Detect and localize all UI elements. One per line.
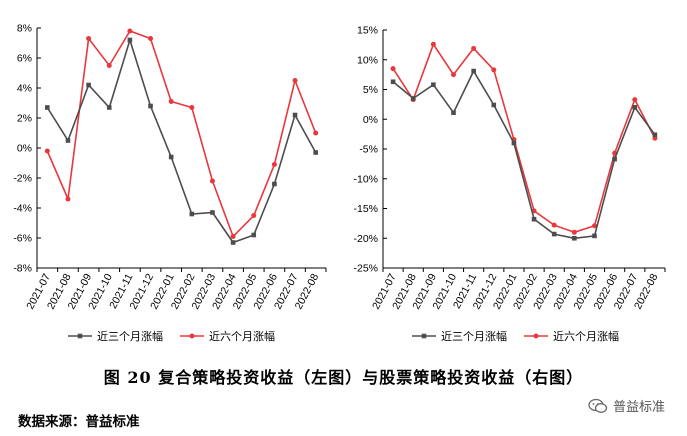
data-point <box>251 232 257 238</box>
right-chart-stock-strategy: 15%10%5%0%-5%-10%-15%-20%-25%2021-072021… <box>353 25 666 343</box>
data-point <box>271 162 277 167</box>
data-point <box>551 222 557 228</box>
legend-label: 近三个月涨幅 <box>441 330 507 343</box>
legend: 近三个月涨幅 近六个月涨幅 <box>68 330 275 343</box>
data-point <box>148 103 153 109</box>
data-point <box>168 154 174 160</box>
y-tick-label: 5% <box>363 84 378 96</box>
data-point <box>65 138 71 143</box>
data-point <box>491 67 497 73</box>
y-tick-label: 6% <box>17 53 32 65</box>
data-point <box>390 66 396 72</box>
data-point <box>189 211 195 217</box>
data-point <box>230 240 236 245</box>
y-tick-label: 2% <box>17 113 32 125</box>
series-line-0 <box>392 69 656 240</box>
data-point <box>86 82 91 88</box>
y-tick-label: -2% <box>13 173 32 185</box>
data-point <box>632 105 638 110</box>
source-note: 数据来源：普益标准 <box>18 414 140 430</box>
data-point <box>451 72 456 78</box>
watermark: 普益标准 <box>588 396 665 415</box>
data-point <box>189 105 195 110</box>
data-point <box>612 156 617 162</box>
watermark-text: 普益标准 <box>612 400 665 415</box>
data-point <box>313 150 318 155</box>
data-point <box>652 135 658 141</box>
legend-marker <box>533 333 539 339</box>
data-point <box>491 102 497 108</box>
data-point <box>168 99 174 104</box>
data-point <box>572 235 577 241</box>
data-point <box>451 110 456 116</box>
data-point <box>65 196 71 202</box>
y-tick-label: 4% <box>17 83 32 95</box>
data-point <box>44 148 50 154</box>
legend-marker <box>189 333 195 339</box>
data-point <box>292 112 298 118</box>
y-tick-label: -8% <box>13 263 32 275</box>
y-tick-label: -25% <box>353 263 378 275</box>
y-tick-label: -6% <box>13 233 32 245</box>
y-tick-label: 10% <box>357 54 378 66</box>
legend-label: 近三个月涨幅 <box>97 330 163 343</box>
data-point <box>148 36 154 41</box>
data-point <box>86 36 92 41</box>
figure-caption: 图 20 复合策略投资收益（左图）与股票策略投资收益（右图） <box>103 368 584 387</box>
data-point <box>106 105 112 110</box>
data-point <box>511 140 517 146</box>
data-point <box>292 78 298 83</box>
data-point <box>127 37 133 43</box>
wechat-icon <box>588 398 608 413</box>
data-point <box>210 210 215 215</box>
data-point <box>209 178 215 184</box>
data-point <box>430 41 436 47</box>
legend-marker <box>77 333 83 339</box>
y-tick-label: 8% <box>17 23 32 35</box>
y-tick-label: -20% <box>353 233 378 245</box>
data-point <box>531 216 537 222</box>
legend-marker <box>421 333 427 339</box>
legend-label: 近六个月涨幅 <box>209 330 275 343</box>
series-line-1 <box>392 42 656 234</box>
data-point <box>127 28 133 34</box>
y-tick-label: 0% <box>363 114 378 126</box>
series-line-1 <box>46 30 317 238</box>
legend-label: 近六个月涨幅 <box>553 330 619 343</box>
data-point <box>592 223 597 229</box>
data-point <box>551 231 557 237</box>
data-point <box>471 68 476 74</box>
data-point <box>592 233 597 239</box>
data-point <box>652 132 658 138</box>
left-chart-composite-strategy: 8%6%4%2%0%-2%-4%-6%-8%2021-072021-082021… <box>13 23 327 343</box>
y-tick-label: 0% <box>17 143 32 155</box>
data-point <box>410 96 416 101</box>
series-line-0 <box>46 37 317 244</box>
data-point <box>471 45 477 51</box>
data-point <box>632 97 638 103</box>
y-tick-label: -15% <box>353 203 378 215</box>
data-point <box>230 234 236 239</box>
data-point <box>251 213 257 218</box>
y-tick-label: -5% <box>359 144 378 156</box>
y-tick-label: -4% <box>13 203 32 215</box>
y-tick-label: 15% <box>357 25 378 37</box>
data-point <box>106 63 112 68</box>
data-point <box>313 130 319 136</box>
data-point <box>571 229 577 235</box>
y-tick-label: -10% <box>353 173 378 185</box>
data-point <box>431 82 436 88</box>
data-point <box>45 105 50 110</box>
data-point <box>272 181 277 187</box>
data-point <box>390 79 396 85</box>
legend: 近三个月涨幅 近六个月涨幅 <box>412 330 619 343</box>
